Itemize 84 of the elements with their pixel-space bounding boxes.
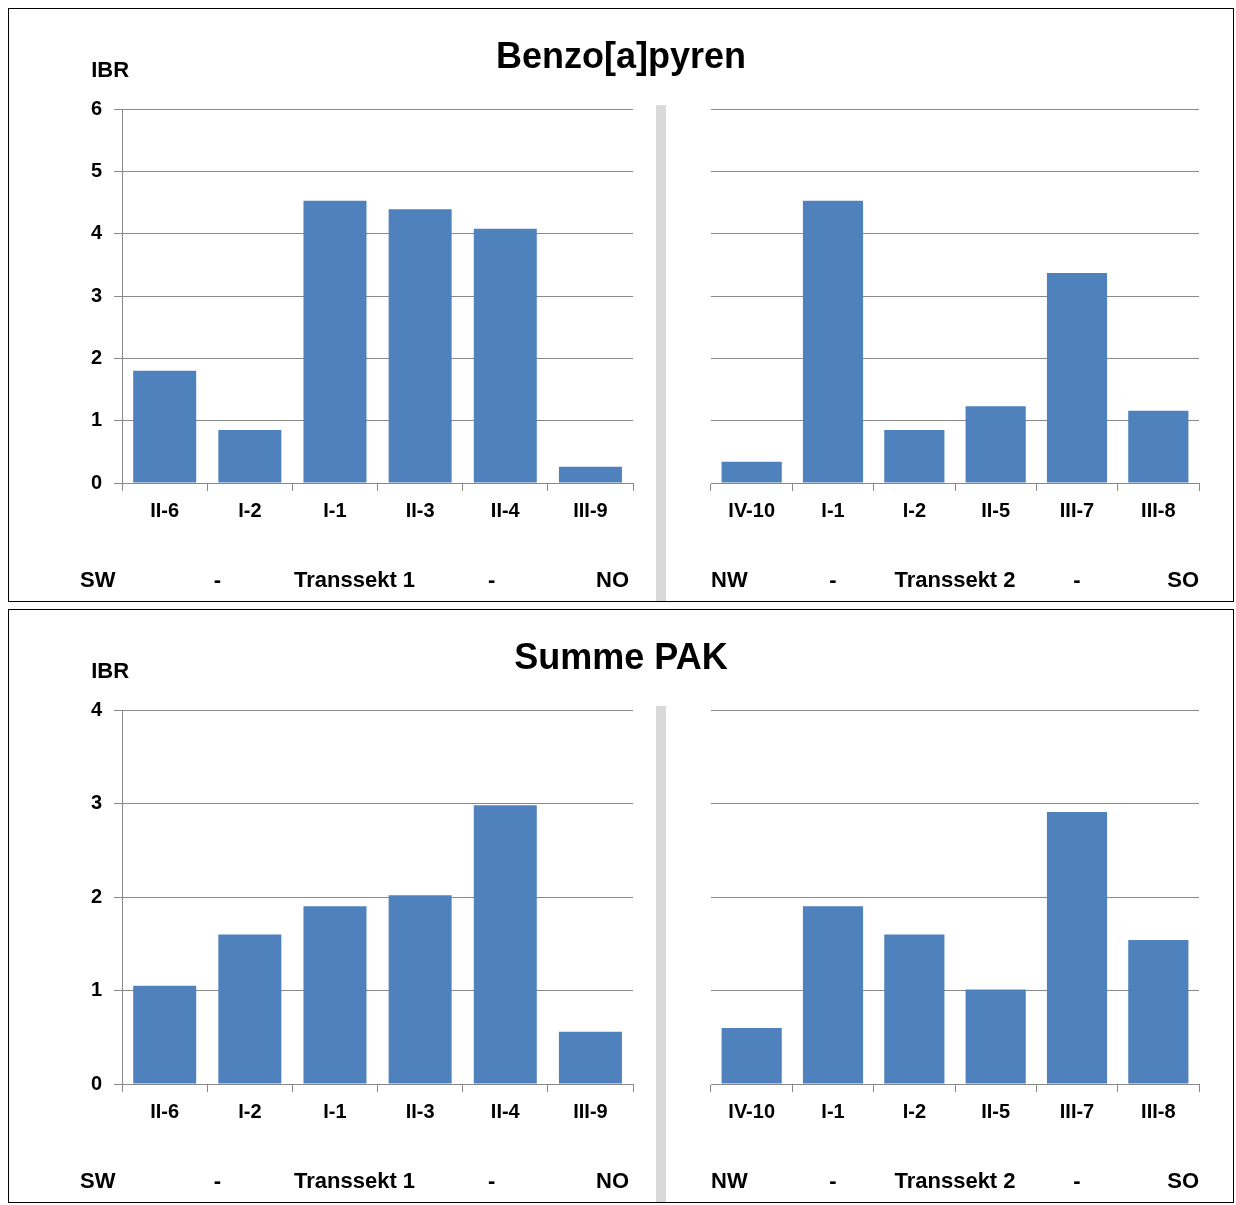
x-tick-label: IV-10 [728, 1099, 776, 1122]
y-tick-label: 6 [91, 96, 103, 119]
text: - [488, 567, 496, 592]
bar [133, 985, 197, 1084]
text: - [213, 567, 222, 592]
x-tick-label: III-9 [573, 498, 608, 521]
bar [1046, 272, 1108, 483]
x-tick-label: II-3 [405, 1099, 435, 1122]
bar [884, 934, 945, 1084]
bar [388, 895, 452, 1084]
text: - [488, 1168, 496, 1193]
bar [218, 934, 282, 1084]
x-tick-label: I-1 [821, 1099, 845, 1122]
x-tick-label: I-1 [821, 498, 845, 521]
y-tick-label: 4 [91, 697, 103, 720]
bar [388, 209, 452, 483]
bar [1128, 410, 1189, 483]
bar [473, 805, 537, 1084]
text: SO [1167, 1168, 1199, 1193]
text: Transsekt 1 [294, 567, 416, 592]
y-tick-label: 1 [91, 978, 103, 1001]
bar [721, 1027, 782, 1084]
y-axis-title: IBR [91, 57, 130, 82]
bar [965, 406, 1026, 483]
text: - [829, 567, 837, 592]
bar [1128, 940, 1189, 1084]
x-tick-label: II-5 [981, 1099, 1011, 1122]
y-axis-title: IBR [91, 658, 130, 683]
x-tick-label: I-1 [323, 1099, 347, 1122]
x-tick-label: III-7 [1059, 1099, 1095, 1122]
bar [884, 430, 945, 483]
bar [721, 461, 782, 483]
text: NW [711, 1168, 748, 1193]
bar [802, 200, 864, 483]
x-tick-label: III-9 [573, 1099, 608, 1122]
x-tick-label: I-1 [323, 498, 347, 521]
text: - [1073, 1168, 1081, 1193]
x-tick-label: III-7 [1059, 498, 1095, 521]
x-tick-label: I-2 [902, 498, 927, 521]
x-tick-label: II-3 [405, 498, 435, 521]
x-tick-label: III-8 [1141, 498, 1176, 521]
text: - [1073, 567, 1081, 592]
text: SW [80, 1168, 116, 1193]
y-tick-label: 0 [91, 470, 103, 493]
x-tick-label: I-2 [238, 498, 262, 521]
x-tick-label: II-5 [981, 498, 1011, 521]
text: - [213, 1168, 222, 1193]
x-tick-label: I-2 [238, 1099, 262, 1122]
text: NO [596, 1168, 629, 1193]
y-tick-label: 5 [91, 158, 103, 181]
x-tick-label: II-4 [490, 498, 521, 521]
y-tick-label: 3 [91, 283, 103, 306]
text: SW [80, 567, 116, 592]
text: Transsekt 1 [294, 1168, 416, 1193]
text: Transsekt 2 [894, 1168, 1016, 1193]
x-tick-label: III-8 [1141, 1099, 1176, 1122]
x-tick-label: II-4 [490, 1099, 521, 1122]
text: - [829, 1168, 837, 1193]
y-tick-label: 0 [91, 1071, 103, 1094]
bar [473, 228, 537, 483]
x-tick-label: IV-10 [728, 498, 776, 521]
text: SO [1167, 567, 1199, 592]
bar [303, 200, 367, 483]
y-tick-label: 4 [91, 221, 103, 244]
bar [133, 370, 197, 483]
x-tick-label: II-6 [150, 498, 180, 521]
y-tick-label: 2 [91, 884, 103, 907]
bar [558, 1031, 622, 1084]
bar [1046, 811, 1108, 1084]
bar [218, 430, 282, 483]
text: NW [711, 567, 748, 592]
chart-title: Summe PAK [514, 636, 728, 677]
y-tick-label: 3 [91, 791, 103, 814]
y-tick-label: 1 [91, 408, 103, 431]
x-tick-label: I-2 [902, 1099, 927, 1122]
x-tick-label: II-6 [150, 1099, 180, 1122]
bar [965, 989, 1026, 1084]
text: NO [596, 567, 629, 592]
bar [802, 906, 864, 1084]
y-tick-label: 2 [91, 345, 103, 368]
bar [558, 466, 622, 483]
chart-title: Benzo[a]pyren [495, 35, 747, 76]
text: Transsekt 2 [894, 567, 1016, 592]
bar [303, 906, 367, 1084]
